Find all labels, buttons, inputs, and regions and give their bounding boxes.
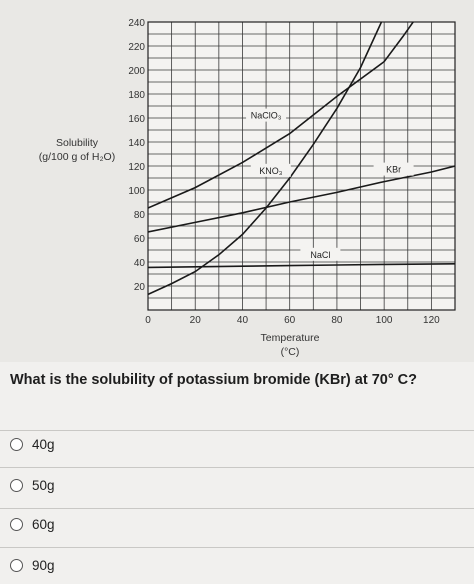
y-tick-label-bg xyxy=(124,208,146,220)
radio-button[interactable] xyxy=(10,437,23,451)
option-label: 50g xyxy=(32,477,55,493)
y-tick-label: 100 xyxy=(128,186,145,197)
series-line xyxy=(148,22,415,209)
y-tick-label: 60 xyxy=(134,234,146,245)
y-axis-label-line2: (g/100 g of H₂O) xyxy=(38,151,116,163)
option-2[interactable]: 50g xyxy=(0,467,474,503)
x-tick-label: 120 xyxy=(423,315,440,326)
y-axis-label-line1: Solubility xyxy=(55,137,99,149)
option-label: 60g xyxy=(32,516,55,532)
y-tick-label: 140 xyxy=(128,138,145,149)
y-tick-label-bg xyxy=(124,280,146,292)
divider xyxy=(0,430,474,431)
x-tick-label: 40 xyxy=(237,315,249,326)
series-label-bg xyxy=(250,163,291,177)
series-label: NaCl xyxy=(310,250,330,260)
y-tick-label: 80 xyxy=(134,210,146,221)
option-4[interactable]: 90g xyxy=(0,547,474,583)
y-tick-label-bg xyxy=(124,16,146,28)
chart-svg: 20 40 60 80 100 120 140 160 180 200 220 240 0 20 40 60 8… xyxy=(124,16,456,326)
y-tick-label: 180 xyxy=(128,90,145,101)
y-tick-label: 160 xyxy=(128,114,145,125)
series-line xyxy=(148,165,455,233)
radio-button[interactable] xyxy=(10,558,23,572)
option-3[interactable]: 60g xyxy=(0,506,474,542)
x-axis-label-line2: (°C) xyxy=(280,346,300,358)
y-axis-label: Solubility (g/100 g of H₂O) xyxy=(22,136,132,164)
y-tick-label-bg xyxy=(124,136,146,148)
x-tick-label: 20 xyxy=(190,315,202,326)
y-tick-label-bg xyxy=(124,184,146,196)
y-tick-label-bg xyxy=(124,256,146,268)
y-tick-label-bg xyxy=(124,112,146,124)
y-tick-label-bg xyxy=(124,88,146,100)
series-label-bg xyxy=(373,162,414,176)
y-tick-label-bg xyxy=(124,232,146,244)
divider xyxy=(0,508,474,509)
radio-button[interactable] xyxy=(10,478,23,492)
x-tick-label: 80 xyxy=(331,315,343,326)
series-label-bg xyxy=(246,108,287,122)
y-tick-label: 220 xyxy=(128,42,145,53)
y-tick-label: 40 xyxy=(134,258,146,269)
series-label: KBr xyxy=(386,165,401,175)
y-tick-label: 20 xyxy=(134,282,146,293)
divider xyxy=(0,467,474,468)
x-tick-label: 60 xyxy=(284,315,296,326)
y-tick-label-bg xyxy=(124,160,146,172)
x-tick-label: 0 xyxy=(145,315,151,326)
y-tick-label: 200 xyxy=(128,66,145,77)
y-tick-label: 120 xyxy=(128,162,145,173)
series-label: KNO₃ xyxy=(259,166,283,176)
x-axis-label-line1: Temperature xyxy=(260,332,320,344)
divider xyxy=(0,547,474,548)
series-label: NaClO₃ xyxy=(251,111,282,121)
y-tick-label: 240 xyxy=(128,18,145,29)
option-label: 40g xyxy=(32,436,55,452)
series-line xyxy=(148,263,455,269)
y-tick-label-bg xyxy=(124,64,146,76)
series-label-bg xyxy=(300,247,341,261)
x-axis-label: Temperature (°C) xyxy=(230,331,350,359)
question-text: What is the solubility of potassium brom… xyxy=(10,372,417,388)
option-label: 90g xyxy=(32,557,55,573)
solubility-chart: 20 40 60 80 100 120 140 160 180 200 220 240 0 20 40 60 8… xyxy=(22,16,456,359)
option-1[interactable]: 40g xyxy=(0,426,474,462)
radio-button[interactable] xyxy=(10,517,23,531)
x-tick-label: 100 xyxy=(376,315,393,326)
y-tick-label-bg xyxy=(124,40,146,52)
